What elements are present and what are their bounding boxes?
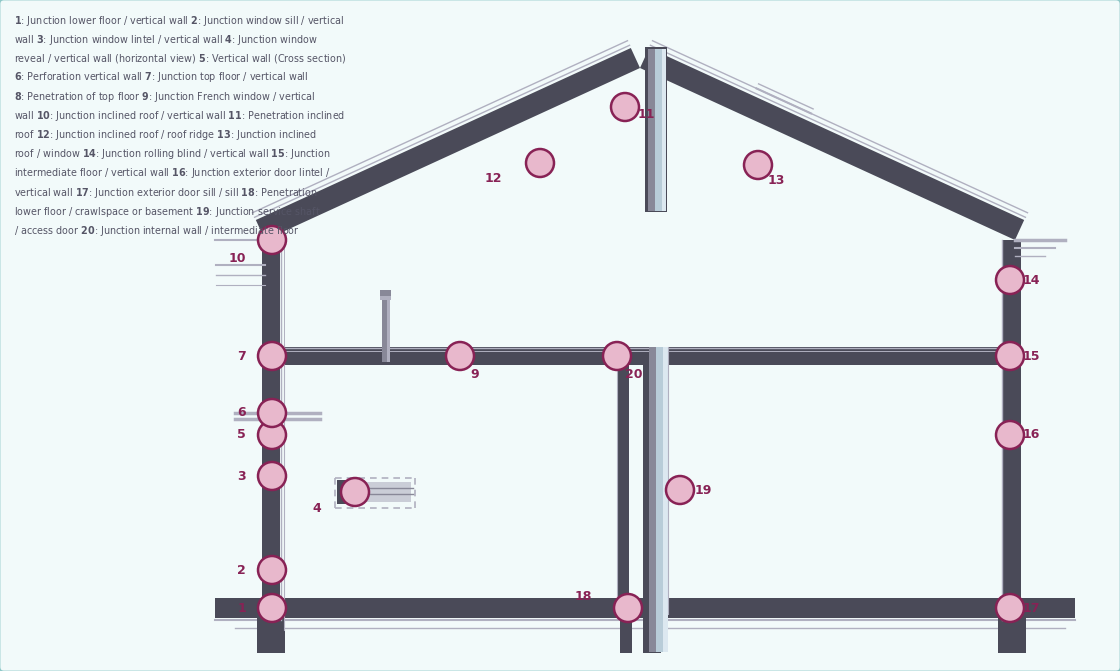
Bar [998, 618, 1026, 653]
Circle shape [258, 421, 286, 449]
Text: 17: 17 [1023, 601, 1040, 615]
Text: 5: 5 [237, 429, 246, 442]
Bar [656, 347, 663, 652]
Circle shape [258, 399, 286, 427]
Circle shape [258, 594, 286, 622]
Bar [388, 292, 390, 362]
Circle shape [340, 478, 368, 506]
Text: 2: 2 [237, 564, 246, 576]
Circle shape [996, 594, 1024, 622]
Circle shape [258, 342, 286, 370]
Text: 7: 7 [237, 350, 246, 362]
Text: 1: 1 [237, 601, 246, 615]
Bar [655, 49, 662, 211]
Bar [215, 598, 1075, 618]
Text: 19: 19 [696, 484, 712, 497]
Bar [617, 347, 629, 614]
Text: 20: 20 [625, 368, 643, 380]
Bar [620, 618, 632, 653]
Bar [256, 618, 284, 653]
Text: $\bf{1}$: Junction lower floor / vertical wall $\bf{2}$: Junction window sill / : $\bf{1}$: Junction lower floor / vertica… [13, 14, 346, 238]
Circle shape [526, 149, 554, 177]
Bar [262, 240, 280, 620]
Polygon shape [640, 48, 1024, 240]
Bar [380, 290, 391, 296]
Bar [265, 347, 1021, 365]
Bar [380, 296, 391, 300]
Circle shape [603, 342, 631, 370]
Circle shape [258, 462, 286, 490]
Circle shape [744, 151, 772, 179]
Text: 6: 6 [237, 407, 246, 419]
Text: 13: 13 [768, 174, 785, 187]
Bar [662, 49, 666, 211]
Circle shape [996, 421, 1024, 449]
Circle shape [258, 226, 286, 254]
Bar [643, 347, 648, 652]
Bar [643, 618, 661, 653]
Circle shape [666, 476, 694, 504]
Text: 3: 3 [237, 470, 246, 482]
Text: 15: 15 [1023, 350, 1040, 362]
Circle shape [996, 266, 1024, 294]
Text: 4: 4 [312, 501, 321, 515]
Circle shape [996, 342, 1024, 370]
Bar [663, 347, 668, 652]
Bar [382, 292, 388, 362]
Text: 14: 14 [1023, 274, 1040, 287]
Text: 11: 11 [638, 109, 655, 121]
Bar [648, 347, 656, 652]
Polygon shape [255, 48, 640, 240]
Text: 18: 18 [575, 590, 592, 603]
Bar [337, 480, 355, 504]
Circle shape [446, 342, 474, 370]
Bar [1004, 240, 1021, 620]
Bar [355, 482, 411, 502]
Text: 9: 9 [470, 368, 478, 380]
Text: 12: 12 [485, 172, 502, 185]
Bar [648, 49, 655, 211]
Circle shape [612, 93, 640, 121]
Bar [645, 47, 668, 212]
Circle shape [614, 594, 642, 622]
Text: 16: 16 [1023, 429, 1040, 442]
Circle shape [258, 556, 286, 584]
Text: 10: 10 [228, 252, 246, 264]
